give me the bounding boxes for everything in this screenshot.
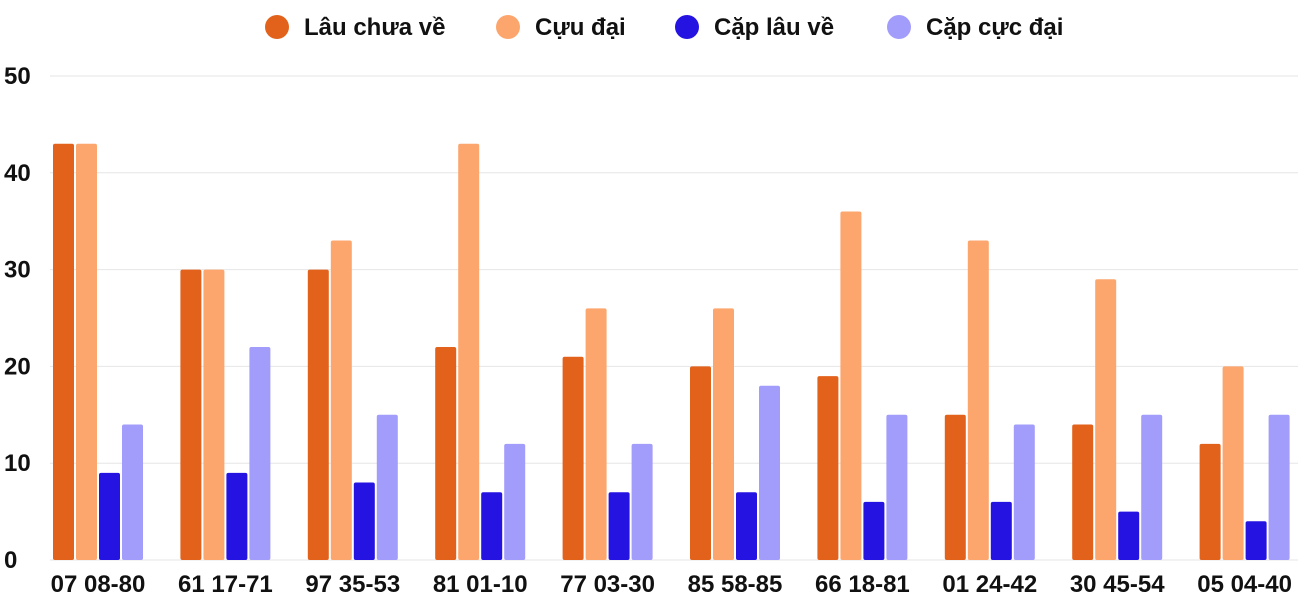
bars <box>53 143 1290 560</box>
x-tick-label: 85 58-85 <box>688 571 783 598</box>
bar <box>1222 366 1244 560</box>
bar <box>1013 424 1035 560</box>
x-tick-label: 97 35-53 <box>305 571 400 598</box>
bar <box>307 269 329 560</box>
bar <box>353 482 375 560</box>
x-tick-label: 30 45-54 <box>1070 571 1165 598</box>
bar <box>886 414 908 560</box>
y-tick-label: 0 <box>4 547 17 574</box>
bar <box>944 414 966 560</box>
bar <box>376 414 398 560</box>
bar <box>122 424 143 560</box>
x-tick-label: 05 04-40 <box>1197 571 1292 598</box>
bar <box>1141 414 1163 560</box>
bar <box>562 356 584 560</box>
bar <box>759 385 780 560</box>
bar <box>631 443 653 560</box>
legend: Lâu chưa về Cựu đại Cặp lâu về Cặp cực đại <box>265 14 1063 41</box>
bar <box>504 443 526 560</box>
y-tick-label: 10 <box>4 450 31 477</box>
bar <box>1118 511 1140 560</box>
bar <box>863 501 885 560</box>
x-tick-label: 81 01-10 <box>433 571 528 598</box>
bar <box>1268 414 1290 560</box>
bar <box>481 492 503 560</box>
y-tick-label: 40 <box>4 160 31 187</box>
bar <box>180 269 202 560</box>
bar <box>608 492 630 560</box>
y-tick-label: 30 <box>4 257 31 284</box>
bar <box>817 376 839 560</box>
bar <box>76 143 97 560</box>
bar <box>458 143 480 560</box>
legend-swatch <box>887 15 911 39</box>
y-tick-label: 50 <box>4 63 31 90</box>
x-tick-label: 07 08-80 <box>51 571 146 598</box>
bar <box>1072 424 1094 560</box>
bar <box>990 501 1012 560</box>
x-tick-label: 01 24-42 <box>942 571 1037 598</box>
bar <box>99 472 120 560</box>
y-tick-label: 20 <box>4 353 31 380</box>
x-tick-label: 77 03-30 <box>560 571 655 598</box>
y-axis-ticks: 0 10 20 30 40 50 <box>4 63 31 574</box>
bar <box>435 347 457 560</box>
legend-label: Lâu chưa về <box>304 14 445 41</box>
bar <box>1245 521 1267 560</box>
x-tick-label: 66 18-81 <box>815 571 910 598</box>
legend-swatch <box>675 15 699 39</box>
bar <box>1199 443 1221 560</box>
bar <box>226 472 248 560</box>
legend-swatch <box>265 15 289 39</box>
bar <box>690 366 711 560</box>
bar <box>330 240 352 560</box>
bar <box>585 308 607 560</box>
bar <box>840 211 862 560</box>
legend-label: Cặp lâu về <box>714 14 834 41</box>
bar <box>713 308 734 560</box>
bar <box>53 143 74 560</box>
legend-label: Cựu đại <box>535 14 626 41</box>
bar <box>967 240 989 560</box>
bar <box>736 492 757 560</box>
x-tick-label: 61 17-71 <box>178 571 273 598</box>
legend-label: Cặp cực đại <box>926 14 1063 41</box>
bar <box>1095 279 1117 560</box>
bar <box>249 347 271 560</box>
legend-swatch <box>496 15 520 39</box>
x-axis-ticks: 07 08-80 61 17-71 97 35-53 81 01-10 77 03-30… <box>51 571 1292 598</box>
bar <box>203 269 225 560</box>
